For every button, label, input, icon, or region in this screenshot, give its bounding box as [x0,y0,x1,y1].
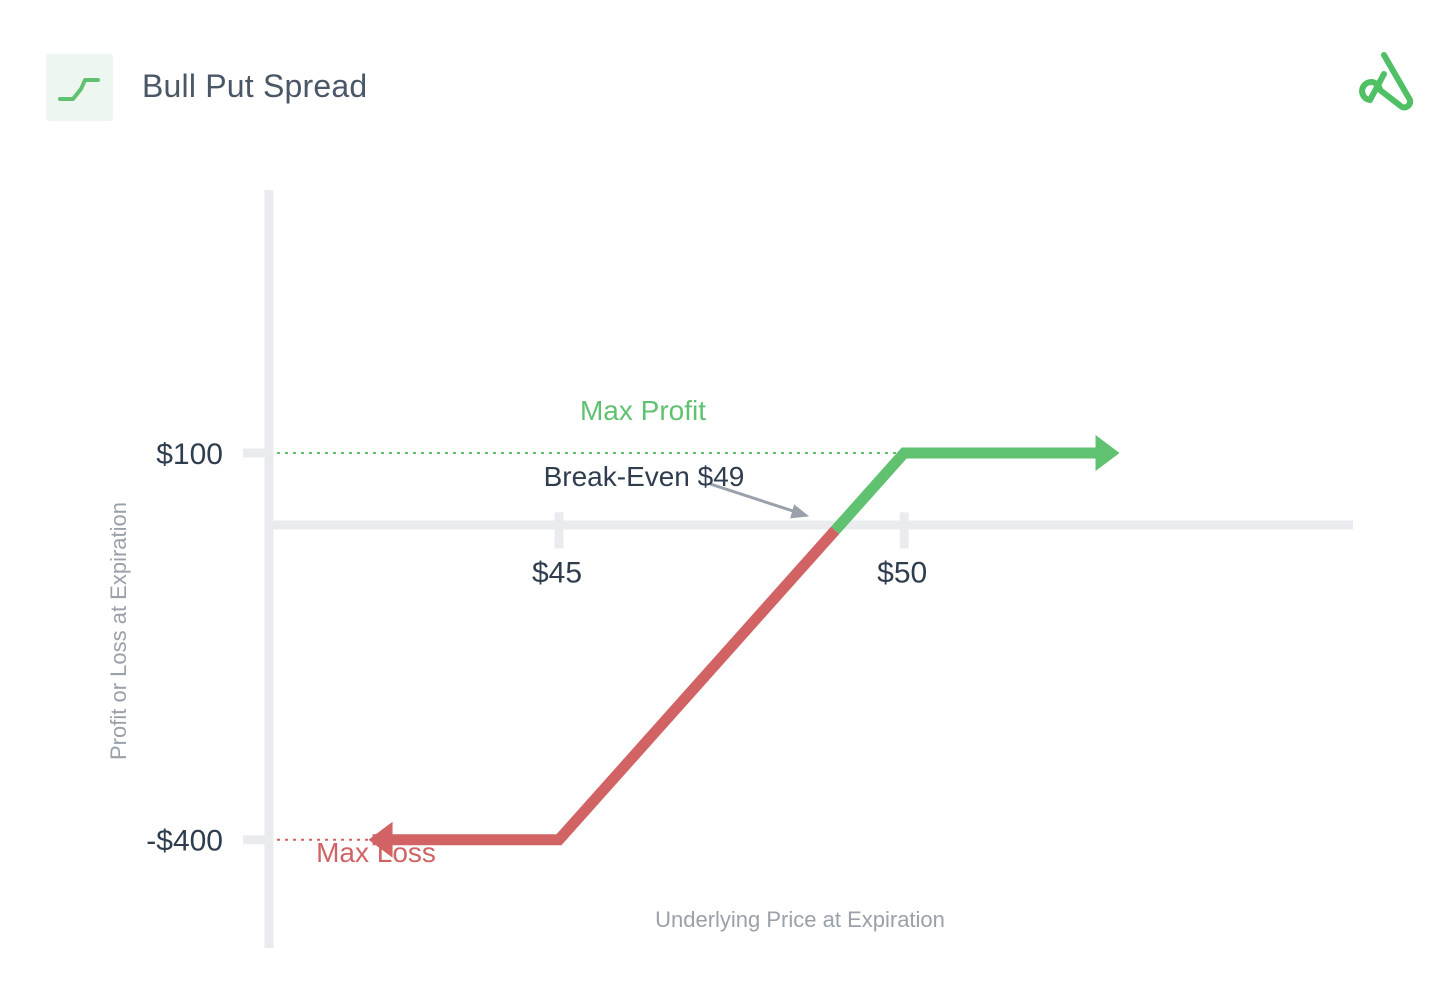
loss-arrowhead [368,821,393,858]
y-tick-label: $100 [156,438,223,471]
x-tick-label: $45 [532,556,582,589]
rising-step-icon [58,78,100,101]
brand-a-logo [1359,52,1414,111]
y-tick-label: -$400 [146,825,223,858]
break-even-arrow-head [790,504,810,519]
y-axis-label: Profit or Loss at Expiration [106,502,131,760]
break-even-arrow-shaft [709,482,805,516]
x-axis-label: Underlying Price at Expiration [655,907,945,932]
max-loss-label: Max Loss [316,837,436,868]
strategy-icon-badge [46,54,113,121]
loss-line [372,526,840,846]
x-tick-label: $50 [877,556,927,589]
break-even-label: Break-Even $49 [544,461,745,492]
page-title: Bull Put Spread [142,68,368,104]
profit-line [831,447,1098,534]
profit-arrowhead [1095,434,1120,471]
max-profit-label: Max Profit [580,395,706,426]
